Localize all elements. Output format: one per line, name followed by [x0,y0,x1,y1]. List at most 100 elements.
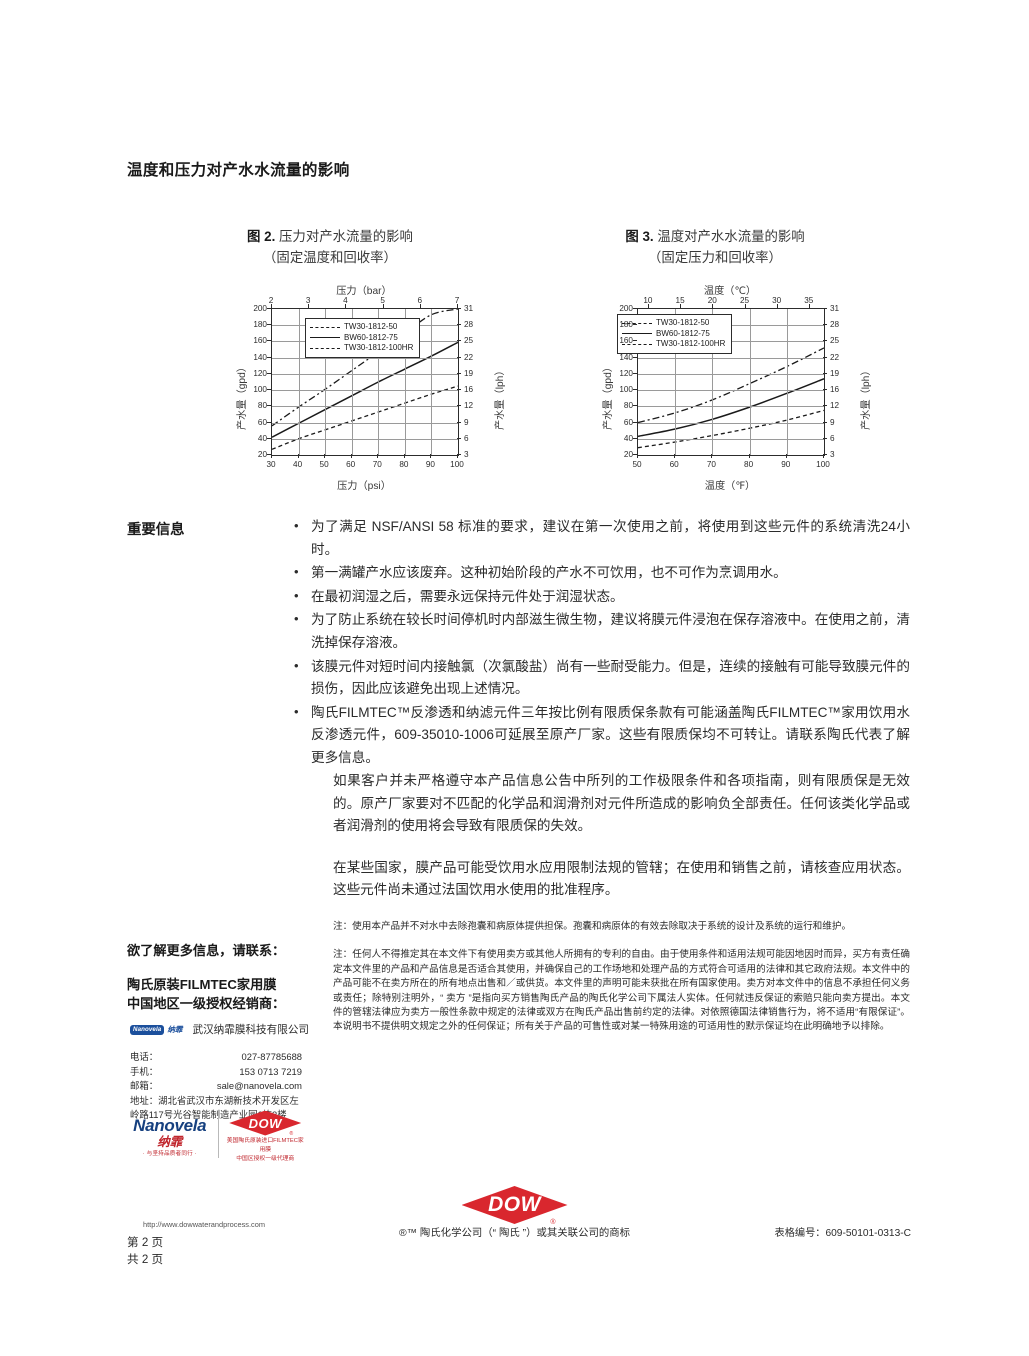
series-line [638,409,824,449]
legend-key-solid-icon [622,331,652,337]
legend-entry: BW60-1812-75 [622,329,725,340]
chart-temperature-vs-permeate-flow: 温度（℃） 温度（℉） 产水量（gpd） 产水量（lph） TW30-1812-… [585,282,875,492]
nanovela-badge-text: Nanovela [130,1024,165,1035]
legend-key-dashdot-icon [310,345,340,351]
figure-3-number: 图 3. [625,229,654,244]
company-name: 武汉纳霏膜科技有限公司 [192,1024,310,1036]
figure-3-title-line: 图 3. 温度对产水水流量的影响 [585,226,845,247]
contact-value: 153 0713 7219 [239,1065,302,1077]
figure-3-caption: 图 3. 温度对产水水流量的影响 （固定压力和回收率） [585,226,845,268]
form-number: 表格编号：609-50101-0313-C [774,1228,911,1239]
contact-key: 电话： [130,1051,159,1062]
registered-mark-icon: ® [289,1130,294,1137]
legend-label: TW30-1812-100HR [656,339,726,348]
legend-label: BW60-1812-75 [656,328,710,338]
list-item: 为了满足 NSF/ANSI 58 标准的要求，建议在第一次使用之前，将使用到这些… [290,515,910,561]
chart-pressure-vs-permeate-flow: 压力（bar） 压力（psi） 产水量（gpd） 产水量（lph） TW30-1… [219,282,509,492]
legend-key-solid-icon [310,335,340,341]
dow-partner-subtitle: 美国陶氏原装进口FILMTEC家用膜 中国区授权一级代理商 [226,1137,304,1164]
series-line [638,378,824,438]
nanovela-mini-logo-icon: Nanovela 纳霏 [130,1024,183,1035]
footer-url[interactable]: http://www.dowwaterandprocess.com [143,1220,265,1229]
chart2-right-axis-title: 产水量（lph） [495,365,506,430]
dow-wordmark: DOW [488,1193,541,1216]
nanovela-tagline: · 与坚持品质者同行 · [142,1150,197,1157]
dow-diamond-icon: DOW ® [461,1186,568,1226]
dow-diamond-icon: DOW ® [229,1110,302,1137]
legend-entry: TW30-1812-50 [622,318,725,329]
legend-entry: TW30-1812-100HR [310,343,413,354]
contact-key: 邮箱： [130,1080,159,1092]
figure-3-subtitle: （固定压力和回收率） [648,250,782,265]
chart3-top-axis-title: 温度（℃） [703,286,757,297]
chart3-right-axis-title: 产水量（lph） [861,365,872,430]
note: 注：使用本产品并不对水中去除孢囊和病原体提供担保。孢囊和病原体的有效去除取决于系… [333,921,852,932]
page-current: 第 2 页 [127,1236,164,1249]
contact-row-email[interactable]: 邮箱： sale@nanovela.com [130,1079,302,1094]
note: 注：任何人不得推定其在本文件下有使用卖方或其他人所拥有的专利的自由。由于使用条件… [333,949,910,1033]
contact-value-email[interactable]: sale@nanovela.com [216,1080,302,1092]
legend-key-dashed-icon [622,320,652,326]
company-row: Nanovela 纳霏 武汉纳霏膜科技有限公司 [130,1022,309,1037]
figure-3-title: 温度对产水水流量的影响 [657,229,805,244]
legend-entry: TW30-1812-100HR [622,339,725,350]
chart2-bottom-axis-title: 压力（psi） [337,481,391,492]
chart3-series-layer [638,347,824,449]
footer-dow-logo: DOW ® [0,1186,1029,1226]
trademark-notice: ®™ 陶氏化学公司（“ 陶氏 ”）或其关联公司的商标 [398,1228,631,1239]
page-number: 第 2 页 共 2 页 [127,1234,163,1268]
figure-2-caption: 图 2. 压力对产水流量的影响 （固定温度和回收率） [200,226,460,268]
list-item: 该膜元件对短时间内接触氯（次氯酸盐）尚有一些耐受能力。但是，连续的接触有可能导致… [290,655,910,701]
dealer-heading: 陶氏原装FILMTEC家用膜 中国地区一级授权经销商： [127,975,285,1013]
chart2-legend: TW30-1812-50 BW60-1812-75 TW30-1812-100H… [305,318,421,358]
page-title: 温度和压力对产水水流量的影响 [127,162,350,179]
series-line [272,309,458,427]
chart2-top-axis-title: 压力（bar） [336,286,392,297]
list-item: 为了防止系统在较长时间停机时内部滋生微生物，建议将膜元件浸泡在保存溶液中。在使用… [290,608,910,654]
figure-2-subtitle: （固定温度和回收率） [263,250,397,265]
legend-key-dashdot-icon [622,341,652,347]
contact-heading: 欲了解更多信息，请联系： [127,943,286,958]
list-item: 陶氏FILMTEC™反渗透和纳滤元件三年按比例有限质保条款有可能涵盖陶氏FILM… [290,701,910,770]
contact-key: 手机： [130,1065,159,1077]
legend-label: TW30-1812-50 [344,322,398,331]
series-line [272,341,458,438]
nanovela-cn-text: 纳霏 [167,1025,183,1034]
nanovela-cn-name: 纳霏 [157,1134,183,1149]
important-info-label: 重要信息 [127,522,185,538]
legend-entry: BW60-1812-75 [310,333,413,344]
important-info-bullets: 为了满足 NSF/ANSI 58 标准的要求，建议在第一次使用之前，将使用到这些… [290,515,910,771]
chart3-legend: TW30-1812-50 BW60-1812-75 TW30-1812-100H… [617,314,733,354]
page-total: 共 2 页 [127,1253,164,1266]
registered-mark-icon: ® [550,1219,556,1226]
legend-label: TW30-1812-100HR [344,343,414,352]
figure-2-title: 压力对产水流量的影响 [279,229,413,244]
dow-wordmark: DOW [248,1115,282,1131]
partner-logo-strip: Nanovela 纳霏 · 与坚持品质者同行 · DOW ® 美国陶氏原装进口F… [128,1110,304,1164]
chart3-bottom-axis-title: 温度（℉） [704,481,756,492]
warranty-paragraphs: 如果客户并未严格遵守本产品信息公告中所列的工作极限条件和各项指南，则有限质保是无… [333,770,910,921]
series-line [638,347,824,424]
contact-address: 地址：湖北省武汉市东湖新技术开发区左岭路117号光谷智能制造产业园6栋3楼 [130,1094,299,1121]
contact-value: 027-87785688 [241,1051,302,1062]
logo-divider [218,1116,220,1158]
chart2-series-layer [272,309,458,450]
list-item: 第一满罐产水应该废弃。这种初始阶段的产水不可饮用，也不可作为烹调用水。 [290,561,910,585]
dow-partner-logo: DOW ® 美国陶氏原装进口FILMTEC家用膜 中国区授权一级代理商 [226,1110,304,1164]
nanovela-wordmark: Nanovela [133,1115,207,1135]
contact-details: 电话： 027-87785688 手机： 153 0713 7219 邮箱： s… [130,1050,302,1123]
series-line [272,385,458,450]
dealer-heading-line2: 中国地区一级授权经销商： [127,996,286,1011]
dow-partner-subtitle-line2: 中国区授权一级代理商 [236,1155,295,1162]
nanovela-logo: Nanovela 纳霏 · 与坚持品质者同行 · [128,1115,211,1158]
legend-entry: TW30-1812-50 [310,322,413,333]
dealer-heading-line1: 陶氏原装FILMTEC家用膜 [127,977,277,992]
dow-partner-subtitle-line1: 美国陶氏原装进口FILMTEC家用膜 [226,1137,304,1153]
contact-row-mobile: 手机： 153 0713 7219 [130,1065,302,1080]
legend-label: BW60-1812-75 [344,332,398,342]
legend-label: TW30-1812-50 [656,318,710,327]
figure-2-number: 图 2. [247,229,276,244]
paragraph: 如果客户并未严格遵守本产品信息公告中所列的工作极限条件和各项指南，则有限质保是无… [333,773,910,834]
contact-row-phone: 电话： 027-87785688 [130,1050,302,1065]
